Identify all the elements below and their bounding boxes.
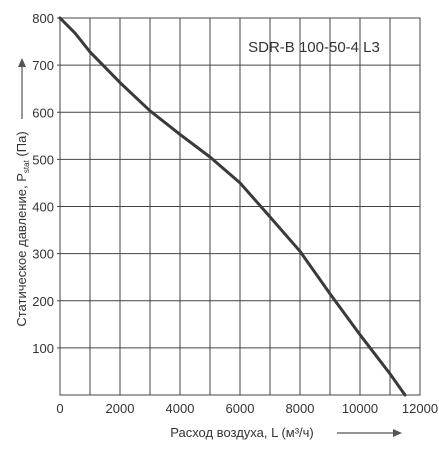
series-layer: [58, 16, 407, 397]
y-tick-label: 200: [32, 294, 54, 309]
series-line: [58, 16, 407, 397]
x-tick-label: 0: [56, 401, 63, 416]
x-tick-label: 8000: [286, 401, 315, 416]
x-axis-title: Расход воздуха, L (м³/ч): [170, 425, 314, 440]
y-tick-label: 300: [32, 247, 54, 262]
y-tick-label: 100: [32, 341, 54, 356]
y-tick-label: 400: [32, 200, 54, 215]
x-axis-arrow-head: [393, 429, 402, 437]
y-axis-arrow-head: [18, 58, 26, 67]
y-tick-label: 500: [32, 152, 54, 167]
y-tick-label: 800: [32, 11, 54, 26]
y-axis-title-unit: (Па): [14, 131, 29, 160]
y-tick-label: 600: [32, 105, 54, 120]
y-axis-title-group: Статическое давление, Pstat (Па): [14, 58, 31, 327]
y-axis-title-main: Статическое давление, P: [14, 173, 29, 327]
x-tick-label: 4000: [166, 401, 195, 416]
y-axis-title-sub: stat: [22, 159, 31, 173]
x-tick-label: 12000: [402, 401, 438, 416]
grid: [60, 18, 420, 395]
tick-labels: 0 2000 4000 6000 8000 10000 12000 100 200 300 400 5…: [32, 11, 438, 416]
x-tick-label: 6000: [226, 401, 255, 416]
y-tick-label: 700: [32, 58, 54, 73]
x-tick-label: 2000: [106, 401, 135, 416]
x-tick-label: 10000: [342, 401, 378, 416]
chart-title: SDR-B 100-50-4 L3: [248, 39, 380, 56]
y-axis-title: Статическое давление, Pstat (Па): [14, 131, 31, 326]
